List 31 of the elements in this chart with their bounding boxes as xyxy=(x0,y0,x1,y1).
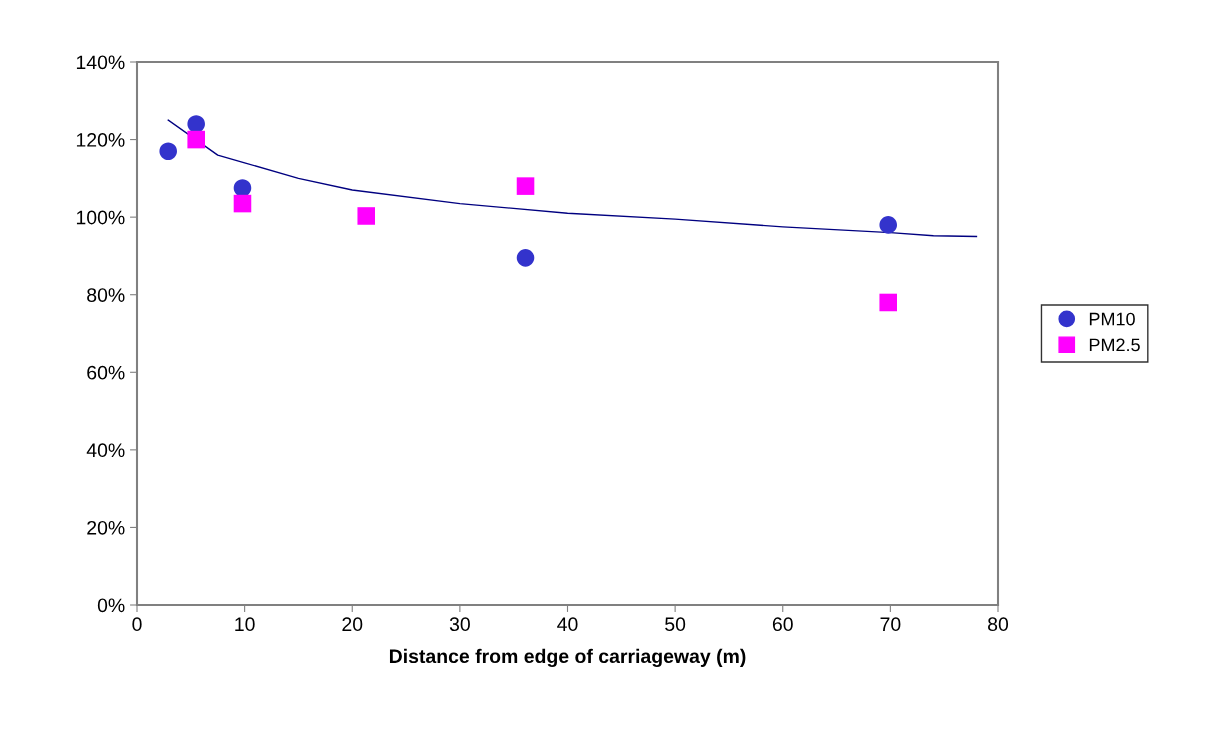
legend-label: PM10 xyxy=(1089,312,1135,326)
x-tick-label: 10 xyxy=(235,617,255,632)
y-tick-label: 60% xyxy=(87,365,125,380)
y-tick-label: 120% xyxy=(76,133,125,147)
point xyxy=(159,142,177,160)
x-tick-label: 60 xyxy=(772,617,793,632)
x-tick-label: 70 xyxy=(880,617,901,632)
x-axis-title: Distance from edge of carriageway (m) xyxy=(389,648,746,668)
legend-label: PM2.5 xyxy=(1089,338,1140,352)
y-tick-label: 20% xyxy=(87,520,125,535)
y-tick-label: 140% xyxy=(76,55,125,70)
y-tick-label: 40% xyxy=(86,443,125,458)
point xyxy=(879,216,898,234)
point xyxy=(187,115,205,133)
point xyxy=(516,177,535,195)
y-tick-label: 0% xyxy=(97,598,125,613)
y-tick-label: 100% xyxy=(76,210,125,225)
point xyxy=(233,179,252,197)
x-tick-label: 50 xyxy=(665,617,686,632)
point xyxy=(187,130,205,149)
x-tick-label: 20 xyxy=(342,617,363,632)
line-series xyxy=(167,119,978,238)
point xyxy=(516,249,535,267)
x-tick-label: 80 xyxy=(988,617,1009,632)
x-tick-label: 0 xyxy=(132,617,142,632)
x-tick-label: 30 xyxy=(449,617,470,632)
x-tick-label: 40 xyxy=(557,617,578,632)
point xyxy=(233,194,252,213)
y-tick-label: 80% xyxy=(87,288,125,302)
point xyxy=(879,293,898,312)
point xyxy=(357,207,376,225)
